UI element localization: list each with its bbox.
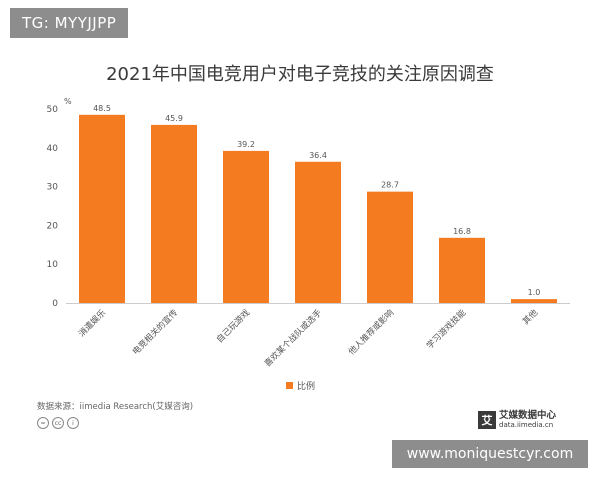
brand-logo: 艾 艾媒数据中心 data.iimedia.cn	[478, 410, 556, 430]
chart-title: 2021年中国电竞用户对电子竞技的关注原因调查	[106, 64, 494, 85]
bar-2	[223, 150, 269, 303]
bar-0	[79, 114, 125, 303]
legend-label: 比例	[297, 380, 315, 392]
bar-value-label-2: 39.2	[237, 140, 255, 149]
data-source-text: 数据来源：iimedia Research(艾媒咨询)	[37, 402, 194, 412]
bar-value-label-1: 45.9	[165, 114, 183, 123]
bar-value-label-6: 1.0	[528, 288, 541, 297]
bar-1	[151, 124, 197, 304]
y-tick-label-1: 10	[47, 260, 59, 270]
x-tick-label-5: 学习游戏技能	[424, 307, 468, 351]
brand-name: 艾媒数据中心	[499, 410, 557, 421]
brand-url: data.iimedia.cn	[499, 421, 554, 429]
y-tick-label-5: 50	[47, 105, 59, 115]
brand-text: 艾媒数据中心 data.iimedia.cn	[499, 410, 556, 430]
x-tick-label-2: 自己玩游戏	[214, 307, 252, 345]
license-cc-icon: cc	[52, 417, 64, 429]
watermark-top-badge: TG: MYYJJPP	[10, 8, 129, 38]
bar-4	[367, 191, 413, 303]
bar-value-label-3: 36.4	[309, 151, 327, 160]
x-tick-label-1: 电竞相关的宣传	[130, 307, 180, 357]
y-axis-unit-label: %	[64, 97, 72, 106]
bar-chart: % 0 10 20 30 40 50 48.5 消遣娱乐 45.9 电竞相关的宣传 39.2 自己玩游戏…	[47, 97, 570, 392]
x-tick-label-4: 他人推荐或影响	[346, 307, 396, 357]
brand-mark-icon: 艾	[478, 411, 496, 429]
y-tick-label-0: 0	[52, 299, 58, 309]
bar-value-label-5: 16.8	[453, 227, 471, 236]
x-tick-label-6: 其他	[520, 307, 540, 327]
y-tick-label-4: 40	[47, 144, 59, 154]
bar-3	[295, 161, 341, 303]
bar-value-label-0: 48.5	[93, 104, 111, 113]
license-by-icon: i	[67, 417, 79, 429]
license-icons: = cc i	[37, 417, 79, 429]
y-tick-label-3: 30	[47, 183, 59, 193]
legend-swatch	[286, 382, 293, 389]
x-tick-label-3: 喜欢某个战队或选手	[262, 307, 324, 369]
x-tick-label-0: 消遣娱乐	[76, 307, 108, 339]
license-nd-icon: =	[37, 417, 49, 429]
bar-5	[439, 237, 485, 303]
bar-value-label-4: 28.7	[381, 181, 399, 190]
y-tick-label-2: 20	[47, 221, 59, 231]
watermark-bottom-badge: www.moniquestcyr.com	[392, 440, 588, 468]
bar-6	[511, 299, 557, 303]
